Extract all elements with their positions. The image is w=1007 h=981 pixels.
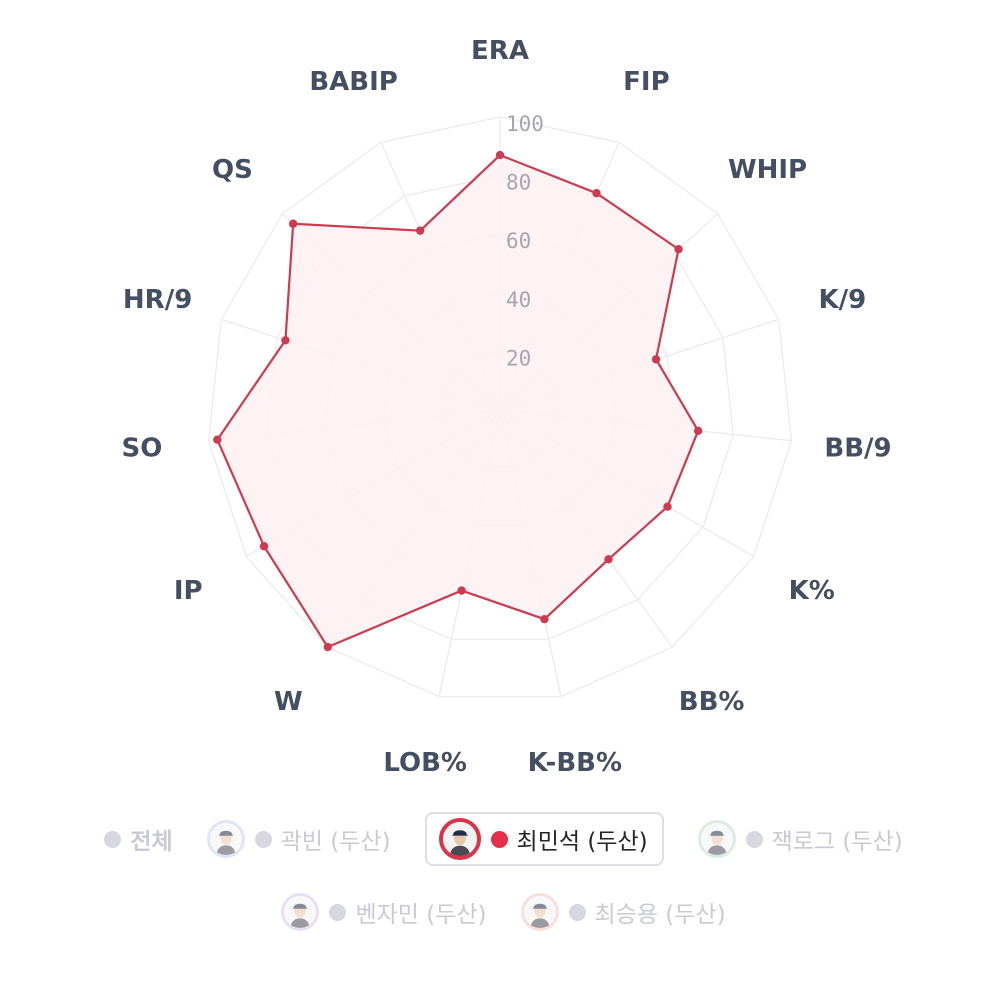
legend-dot	[568, 903, 586, 921]
tick-label: 40	[506, 288, 531, 312]
axis-label: BB%	[679, 687, 745, 717]
legend-label: 벤자민 (두산)	[355, 902, 487, 928]
legend-dot	[254, 830, 272, 848]
radar-chart: 20 40 60 80 100 ERA FIP WHIP K/9 BB/9 K% BB% K-BB% L…	[122, 36, 892, 778]
data-point[interactable]	[288, 219, 298, 228]
data-point[interactable]	[592, 188, 601, 198]
axis-label: K/9	[819, 285, 867, 315]
player-avatar-icon	[281, 893, 320, 931]
tick-label: 20	[506, 346, 531, 370]
axis-label: HR/9	[123, 285, 192, 315]
legend-label: 최승용 (두산)	[594, 902, 726, 928]
axis-label: K%	[789, 576, 835, 606]
data-point[interactable]	[674, 245, 683, 254]
legend-item-all[interactable]: 전체	[104, 812, 173, 866]
legend-dot	[329, 903, 347, 921]
radar-series	[213, 150, 703, 652]
data-point[interactable]	[693, 426, 703, 436]
data-point[interactable]	[323, 642, 332, 652]
axis-label: W	[274, 687, 303, 717]
data-point[interactable]	[540, 615, 549, 624]
player-avatar-icon	[206, 820, 245, 858]
axis-label: K-BB%	[528, 748, 622, 778]
axis-label: SO	[122, 434, 163, 464]
legend-dot	[745, 830, 763, 848]
player-avatar-icon	[697, 820, 736, 858]
data-point[interactable]	[495, 150, 505, 160]
axis-label: ERA	[471, 36, 529, 66]
legend-item-player[interactable]: 곽빈 (두산)	[206, 812, 391, 866]
data-point[interactable]	[281, 336, 290, 345]
legend-label: 최민석 (두산)	[516, 829, 648, 855]
data-point[interactable]	[213, 435, 222, 444]
radar-axis-labels: ERA FIP WHIP K/9 BB/9 K% BB% K-BB% LOB% W IP SO HR/9…	[122, 36, 892, 778]
axis-label: QS	[212, 155, 253, 185]
tick-label: 100	[506, 112, 544, 136]
legend-label: 곽빈 (두산)	[280, 829, 391, 855]
radar-tick-labels: 20 40 60 80 100	[506, 112, 544, 370]
tick-label: 60	[506, 229, 531, 253]
axis-label: IP	[174, 576, 203, 606]
axis-label: LOB%	[383, 748, 467, 778]
tick-label: 80	[506, 171, 531, 195]
axis-label: BABIP	[309, 67, 398, 97]
legend-label: 전체	[130, 829, 173, 855]
legend-item-player[interactable]: 최승용 (두산)	[520, 885, 726, 939]
player-avatar-icon	[520, 893, 559, 931]
axis-label: FIP	[623, 67, 670, 97]
legend-item-player[interactable]: 벤자민 (두산)	[281, 885, 487, 939]
data-point[interactable]	[604, 555, 613, 564]
legend-item-player[interactable]: 잭로그 (두산)	[697, 812, 903, 866]
data-point[interactable]	[415, 226, 425, 235]
legend-item-player-selected[interactable]: 최민석 (두산)	[424, 812, 664, 866]
legend-row-2: 벤자민 (두산) 최승용 (두산)	[0, 888, 1007, 936]
legend-row-1: 전체 곽빈 (두산) 최민석 (두산) 잭로그 (두산)	[0, 810, 1007, 868]
grid-ring	[207, 116, 793, 698]
legend-dot	[490, 830, 508, 848]
data-point[interactable]	[651, 355, 661, 364]
axis-label: WHIP	[728, 155, 807, 185]
series-area	[216, 153, 700, 649]
legend-label: 잭로그 (두산)	[771, 829, 903, 855]
data-point[interactable]	[663, 502, 672, 511]
axis-label: BB/9	[824, 434, 891, 464]
data-point[interactable]	[457, 586, 466, 595]
data-point[interactable]	[259, 542, 269, 551]
legend-dot	[104, 830, 122, 848]
player-avatar-icon	[438, 818, 481, 860]
